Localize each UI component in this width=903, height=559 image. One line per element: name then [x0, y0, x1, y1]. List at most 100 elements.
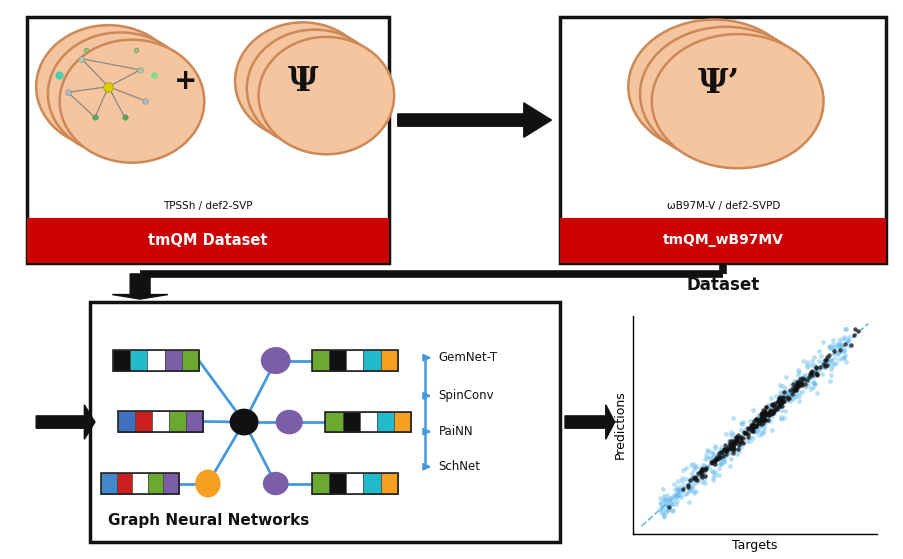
Point	[720, 446, 734, 455]
Point	[832, 339, 846, 348]
Point	[721, 438, 735, 447]
Point	[758, 408, 772, 416]
Point	[681, 498, 695, 506]
Point	[824, 361, 838, 370]
Point	[681, 486, 695, 495]
Point	[805, 372, 819, 381]
Point	[833, 334, 848, 343]
Point	[773, 397, 787, 406]
Point	[665, 506, 679, 515]
Point	[837, 339, 852, 348]
Point	[776, 392, 790, 401]
Point	[732, 437, 747, 446]
Point	[755, 411, 769, 420]
Point	[652, 499, 666, 508]
Point	[734, 419, 749, 428]
Point	[822, 344, 836, 353]
Point	[758, 403, 772, 412]
Point	[728, 433, 742, 442]
Point	[703, 454, 717, 463]
Point	[741, 433, 756, 442]
Point	[709, 454, 723, 463]
Point	[818, 356, 833, 364]
Point	[792, 375, 806, 383]
Ellipse shape	[263, 472, 288, 495]
Bar	[113, 350, 130, 371]
Point	[743, 423, 758, 432]
Point	[787, 377, 802, 386]
Point	[670, 483, 684, 492]
Point	[761, 417, 776, 426]
Point	[807, 363, 822, 372]
Text: TPSSh / def2-SVP: TPSSh / def2-SVP	[163, 201, 253, 211]
Point	[705, 468, 720, 477]
Point	[733, 442, 748, 451]
Point	[752, 410, 767, 419]
Point	[694, 469, 709, 478]
Point	[722, 444, 737, 453]
Point	[823, 371, 837, 380]
Bar	[147, 350, 164, 371]
Point	[724, 437, 739, 446]
Point	[836, 353, 851, 362]
Point	[745, 421, 759, 430]
Point	[824, 343, 839, 352]
Point	[711, 453, 725, 462]
Point	[752, 420, 767, 429]
Point	[746, 426, 760, 435]
Bar	[363, 473, 380, 494]
Point	[670, 485, 684, 494]
Point	[722, 443, 737, 452]
Point	[666, 495, 680, 504]
Point	[751, 431, 766, 440]
Point	[770, 397, 785, 406]
Point	[743, 420, 758, 429]
Point	[711, 471, 725, 480]
Point	[734, 431, 749, 440]
Point	[669, 490, 684, 499]
Point	[792, 375, 806, 383]
Point	[811, 357, 825, 366]
Point	[768, 404, 783, 413]
Ellipse shape	[235, 22, 370, 140]
Point	[772, 401, 787, 410]
Point	[686, 462, 701, 471]
Point	[833, 340, 848, 349]
Point	[664, 499, 678, 508]
Point	[765, 400, 779, 409]
Point	[675, 477, 689, 486]
Point	[687, 475, 702, 484]
Bar	[27, 17, 388, 263]
Bar	[380, 473, 397, 494]
Point	[756, 415, 770, 424]
Point	[722, 443, 737, 452]
Point	[656, 495, 671, 504]
Text: PaiNN: PaiNN	[438, 425, 472, 438]
Point	[697, 471, 712, 480]
Point	[758, 410, 772, 419]
Point	[681, 485, 695, 494]
Point	[784, 390, 798, 399]
Point	[769, 405, 784, 414]
Point	[674, 485, 688, 494]
Point	[674, 486, 688, 495]
Point	[722, 442, 737, 451]
Point	[686, 465, 701, 473]
Bar	[101, 473, 116, 494]
Point	[694, 461, 709, 470]
Point	[816, 359, 831, 368]
Point	[737, 429, 751, 438]
Point	[696, 472, 711, 481]
Text: Ψ’: Ψ’	[697, 67, 739, 101]
Point	[740, 424, 754, 433]
Point	[756, 411, 770, 420]
Text: Ψ: Ψ	[287, 64, 318, 98]
Point	[735, 433, 749, 442]
Point	[761, 400, 776, 409]
Point	[811, 347, 825, 356]
Point	[821, 341, 835, 350]
Point	[694, 470, 708, 479]
Point	[774, 401, 788, 410]
Point	[693, 464, 707, 473]
Point	[715, 444, 730, 453]
